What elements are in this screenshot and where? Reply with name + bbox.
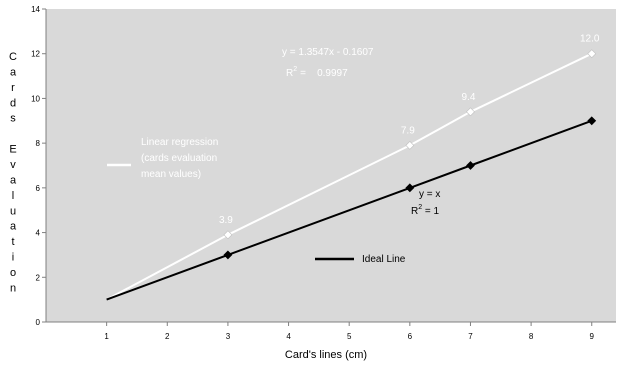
y-axis-title-letter: l [12,190,14,202]
x-tick-label: 8 [529,332,534,341]
y-tick-label: 8 [36,139,41,148]
y-axis-title-letter: t [11,236,14,248]
x-tick-label: 5 [347,332,352,341]
x-axis-title: Card's lines (cm) [285,349,367,361]
x-tick-label: 1 [104,332,109,341]
ideal-r2-label: R [411,206,418,217]
y-tick-label: 10 [31,94,40,103]
y-axis-title-letter: s [10,113,16,125]
x-tick-label: 4 [286,332,291,341]
y-axis-title-letter: a [10,174,17,186]
regression-r2-label: R [286,68,293,79]
y-axis-title-letter: d [10,97,16,109]
ideal-r2-value: = 1 [422,206,439,217]
y-axis-ticks: 0 2 4 6 8 10 12 14 [31,5,46,327]
y-axis-title-letter: C [9,51,17,63]
y-axis-title-letter: a [10,221,17,233]
y-tick-label: 2 [36,273,41,282]
regression-equation: y = 1.3547x - 0.1607 [282,47,374,58]
legend-ideal-label: Ideal Line [362,254,406,265]
y-axis-title-letter: a [10,66,17,78]
x-tick-label: 2 [165,332,170,341]
y-tick-label: 0 [36,318,41,327]
ideal-r2: R2 = 1 [411,204,440,217]
x-axis-ticks: 1 2 3 4 5 6 7 8 9 [104,322,594,341]
y-axis-title-letter: i [12,252,14,264]
data-label: 3.9 [219,215,233,226]
y-tick-label: 6 [36,184,41,193]
ideal-equation: y = x [419,189,440,200]
y-axis-title-letter: E [9,144,16,156]
y-tick-label: 14 [31,5,40,14]
y-axis-title-letter: r [11,82,15,94]
y-tick-label: 12 [31,50,40,59]
data-label: 9.4 [462,92,476,103]
regression-r2-value: = 0.9997 [300,68,348,79]
regression-r2-superscript: 2 [293,66,297,73]
x-tick-label: 7 [468,332,473,341]
data-label: 12.0 [580,34,600,45]
x-tick-label: 6 [408,332,413,341]
legend-regression-line-2: (cards evaluation [141,153,217,164]
y-axis-title-letter: u [10,205,16,217]
legend-regression-line-1: Linear regression [141,137,218,148]
x-tick-label: 3 [226,332,231,341]
y-axis-title-letter: v [10,159,16,171]
y-tick-label: 4 [36,229,41,238]
y-axis-title-letter: o [10,267,16,279]
data-label: 7.9 [401,125,415,136]
y-axis-title-letter: n [10,282,16,294]
x-tick-label: 9 [590,332,595,341]
legend-regression-line-3: mean values) [141,169,201,180]
